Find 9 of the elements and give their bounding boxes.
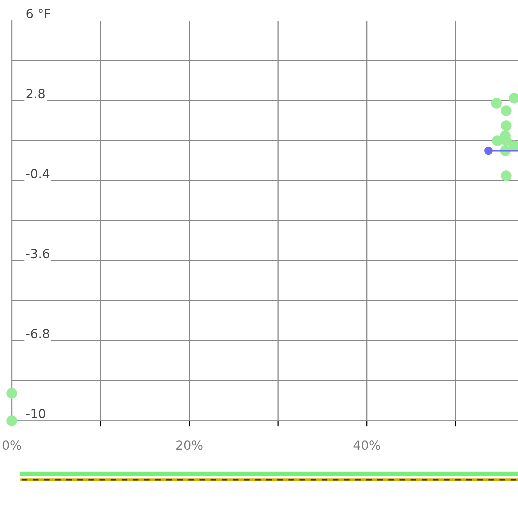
- y-tick-label: -3.6: [26, 249, 50, 259]
- x-tick-label: 20%: [176, 440, 203, 450]
- y-tick-label: 6 °F: [26, 9, 51, 19]
- y-tick-label: 2.8: [26, 89, 45, 99]
- y-tick-label: -0.4: [26, 169, 50, 179]
- y-tick-label: -10: [26, 409, 46, 419]
- y-tick-label: -6.8: [26, 329, 50, 339]
- x-tick-label: 40%: [354, 440, 380, 450]
- x-tick-label: 0%: [2, 440, 22, 450]
